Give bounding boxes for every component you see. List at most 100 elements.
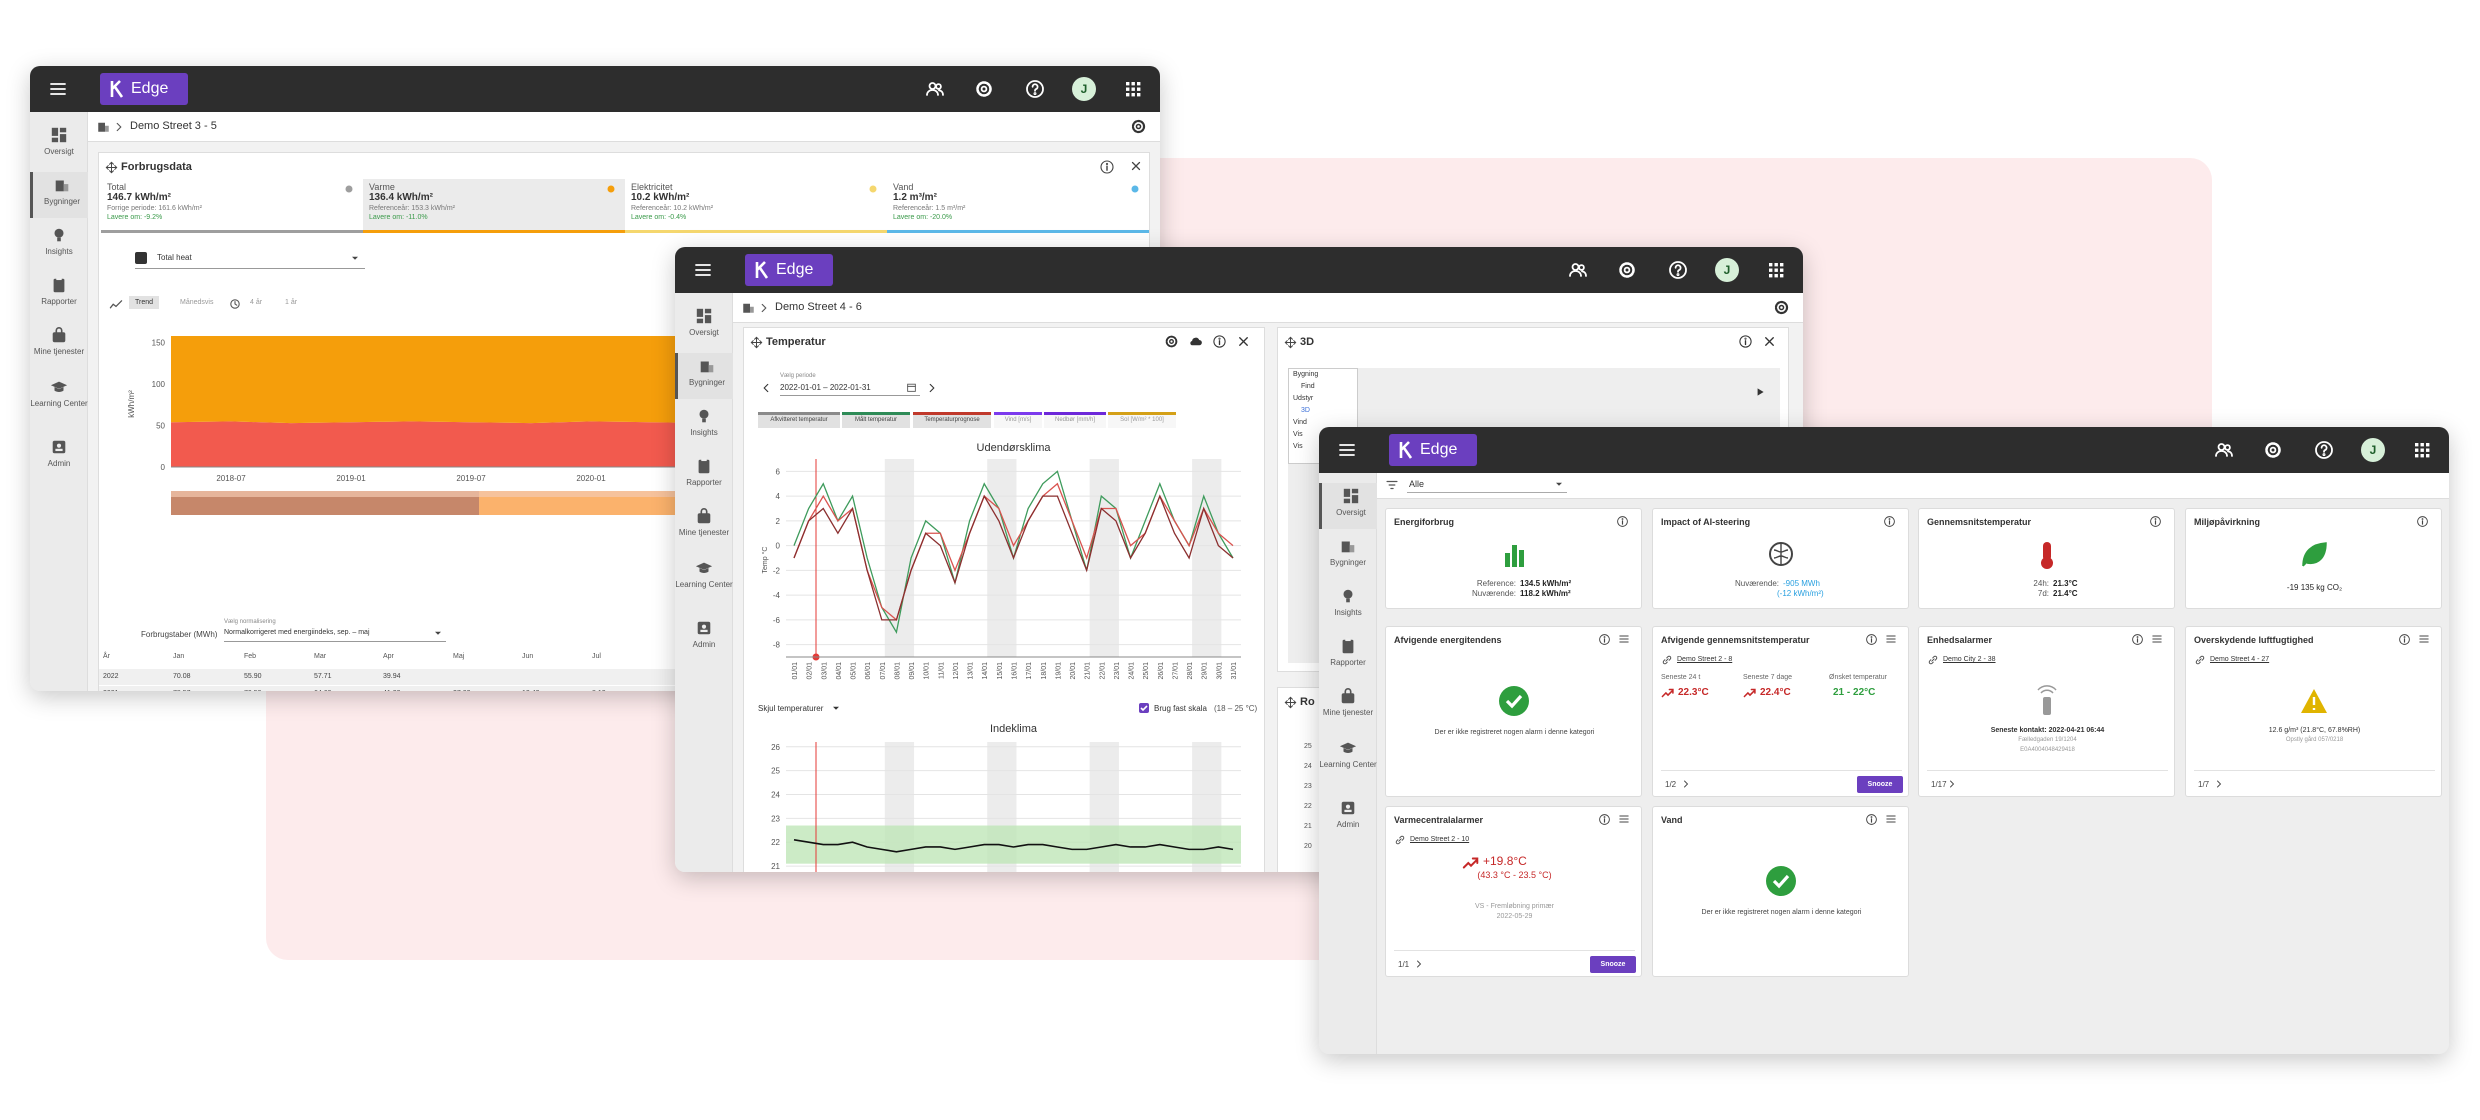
building-link[interactable]: Demo Street 2 - 10 xyxy=(1410,836,1470,843)
series-toggle[interactable]: Sol [W/m² * 100] xyxy=(1108,412,1176,428)
nav-item[interactable]: Learning Center xyxy=(675,555,733,611)
breadcrumb[interactable]: Demo Street 3 - 5 xyxy=(130,120,217,132)
gear-button[interactable] xyxy=(1164,334,1180,350)
filter-dropdown[interactable]: Alle xyxy=(1407,477,1567,493)
nav-item[interactable]: Mine tjenester xyxy=(675,503,733,549)
people-button[interactable] xyxy=(924,78,946,100)
gear-button[interactable] xyxy=(2262,439,2284,461)
nav-item[interactable]: Bygninger xyxy=(675,353,733,399)
settings-button[interactable] xyxy=(1773,299,1791,317)
logo-button[interactable]: Edge xyxy=(100,73,188,105)
dropdown[interactable]: Total heat xyxy=(135,249,365,269)
nav-item[interactable]: Oversigt xyxy=(30,122,88,168)
avatar[interactable]: J xyxy=(1715,258,1739,282)
info-button[interactable] xyxy=(1598,813,1612,827)
series-toggle[interactable]: Temperaturprognose xyxy=(913,412,991,428)
list-button[interactable] xyxy=(1885,813,1899,827)
series-toggle[interactable]: Nedbør [mm/h] xyxy=(1044,412,1106,428)
nav-item[interactable]: Admin xyxy=(675,615,733,661)
play-button[interactable] xyxy=(1754,386,1768,400)
info-button[interactable] xyxy=(1883,515,1897,529)
avatar[interactable]: J xyxy=(2361,438,2385,462)
nav-item[interactable]: Rapporter xyxy=(675,453,733,499)
viewer-menu-item[interactable]: Bygning xyxy=(1293,371,1319,378)
gear-button[interactable] xyxy=(973,78,995,100)
apps-button[interactable] xyxy=(2411,439,2433,461)
nav-item[interactable]: Bygninger xyxy=(1319,533,1377,579)
nav-item[interactable]: Oversigt xyxy=(675,303,733,349)
settings-button[interactable] xyxy=(1130,118,1148,136)
help-button[interactable] xyxy=(1024,78,1046,100)
nav-item[interactable]: Rapporter xyxy=(30,272,88,318)
series-toggle[interactable]: Vind [m/s] xyxy=(994,412,1042,428)
previous-button[interactable] xyxy=(760,382,772,394)
list-button[interactable] xyxy=(1618,813,1632,827)
viewer-menu-item[interactable]: Vis xyxy=(1293,443,1303,450)
close-button[interactable] xyxy=(1129,159,1145,175)
nav-item[interactable]: Mine tjenester xyxy=(1319,683,1377,729)
toolbar-button[interactable]: 4 år xyxy=(250,299,263,306)
info-button[interactable] xyxy=(2398,633,2412,647)
list-button[interactable] xyxy=(1885,633,1899,647)
info-button[interactable] xyxy=(1212,334,1228,350)
help-button[interactable] xyxy=(2313,439,2335,461)
nav-item[interactable]: Oversigt xyxy=(1319,483,1377,529)
breadcrumb[interactable]: Demo Street 4 - 6 xyxy=(775,301,862,313)
consumption-tab[interactable]: Elektricitet 10.2 kWh/m² Referenceår: 10.2… xyxy=(625,179,887,233)
info-button[interactable] xyxy=(1865,813,1879,827)
consumption-tab[interactable]: Varme 136.4 kWh/m² Referenceår: 153.3 kWh/… xyxy=(363,179,625,233)
info-button[interactable] xyxy=(2131,633,2145,647)
logo-button[interactable]: Edge xyxy=(745,254,833,286)
info-button[interactable] xyxy=(2149,515,2163,529)
viewer-menu-item[interactable]: Vind xyxy=(1293,419,1307,426)
nav-item[interactable]: Admin xyxy=(30,434,88,480)
series-toggle[interactable]: Afkvitteret temperatur xyxy=(758,412,840,428)
normalization-dropdown[interactable]: Normalkorrigeret med energiindeks, sep. … xyxy=(224,627,446,642)
nav-item[interactable]: Insights xyxy=(30,222,88,268)
info-button[interactable] xyxy=(1099,159,1115,175)
period-picker[interactable]: 2022-01-01 – 2022-01-31 xyxy=(780,381,920,396)
info-button[interactable] xyxy=(2416,515,2430,529)
series-toggle[interactable]: Målt temperatur xyxy=(842,412,910,428)
cloud-button[interactable] xyxy=(1188,334,1204,350)
close-button[interactable] xyxy=(1236,334,1252,350)
building-link[interactable]: Demo City 2 - 38 xyxy=(1943,656,1996,663)
next-button[interactable] xyxy=(926,382,938,394)
toolbar-button[interactable]: Trend xyxy=(129,296,160,309)
people-button[interactable] xyxy=(2213,439,2235,461)
list-button[interactable] xyxy=(2151,633,2165,647)
consumption-tab[interactable]: Vand 1.2 m³/m² Referenceår: 1.5 m³/m² Laver… xyxy=(887,179,1149,233)
building-link[interactable]: Demo Street 4 - 27 xyxy=(2210,656,2270,663)
fixed-scale-checkbox[interactable] xyxy=(1139,703,1149,713)
toolbar-button[interactable]: 1 år xyxy=(285,299,298,306)
viewer-menu-item[interactable]: Udstyr xyxy=(1293,395,1314,402)
avatar[interactable]: J xyxy=(1072,77,1096,101)
viewer-menu-item[interactable]: Vis xyxy=(1293,431,1303,438)
gear-button[interactable] xyxy=(1616,259,1638,281)
info-button[interactable] xyxy=(1616,515,1630,529)
nav-item[interactable]: Admin xyxy=(1319,795,1377,841)
apps-button[interactable] xyxy=(1765,259,1787,281)
nav-item[interactable]: Learning Center xyxy=(30,374,88,430)
help-button[interactable] xyxy=(1667,259,1689,281)
viewer-menu-item[interactable]: Find xyxy=(1301,383,1315,390)
info-button[interactable] xyxy=(1598,633,1612,647)
nav-item[interactable]: Bygninger xyxy=(30,172,88,218)
people-button[interactable] xyxy=(1567,259,1589,281)
info-button[interactable] xyxy=(1865,633,1879,647)
nav-item[interactable]: Learning Center xyxy=(1319,735,1377,791)
building-link[interactable]: Demo Street 2 - 8 xyxy=(1677,656,1733,663)
nav-item[interactable]: Insights xyxy=(675,403,733,449)
list-button[interactable] xyxy=(1618,633,1632,647)
apps-button[interactable] xyxy=(1122,78,1144,100)
toolbar-button[interactable]: Månedsvis xyxy=(180,299,214,306)
snooze-button[interactable]: Snooze xyxy=(1857,776,1903,793)
nav-item[interactable]: Mine tjenester xyxy=(30,322,88,368)
viewer-menu-item[interactable]: 3D xyxy=(1301,407,1310,414)
consumption-tab[interactable]: Total 146.7 kWh/m² Forrige periode: 161.6 … xyxy=(101,179,363,233)
list-button[interactable] xyxy=(2418,633,2432,647)
nav-item[interactable]: Rapporter xyxy=(1319,633,1377,679)
nav-item[interactable]: Insights xyxy=(1319,583,1377,629)
logo-button[interactable]: Edge xyxy=(1389,434,1477,466)
snooze-button[interactable]: Snooze xyxy=(1590,956,1636,973)
